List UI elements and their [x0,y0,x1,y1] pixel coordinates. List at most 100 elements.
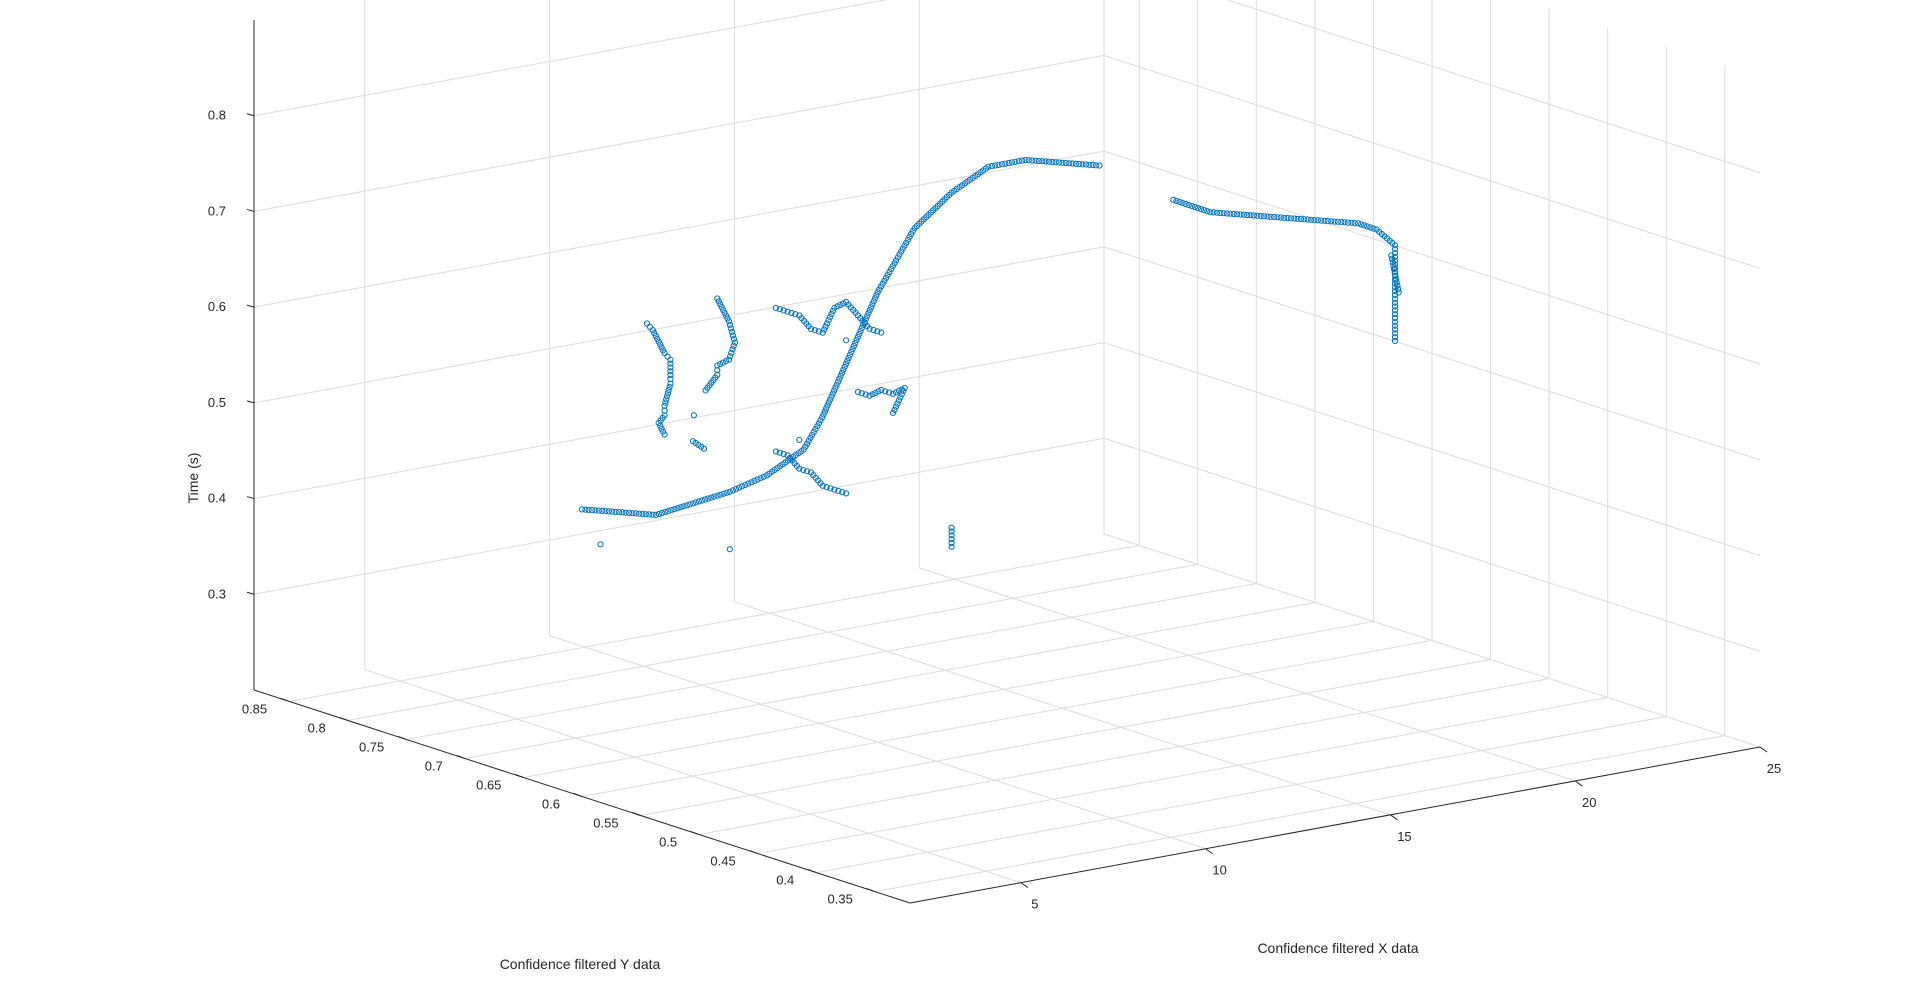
data-point [1096,162,1103,169]
data-point [1274,214,1281,221]
data-point [1297,215,1305,223]
data-point [882,388,889,395]
data-point [1197,206,1205,213]
y-tick-label: 0.6 [542,797,560,812]
data-point [661,431,668,438]
data-point [671,506,678,513]
y-tick-label: 0.35 [828,892,853,907]
z-tick-label: 0.3 [208,586,226,601]
data-point [792,311,799,318]
x-tick-label: 5 [1031,897,1038,912]
data-point [1267,213,1274,220]
data-point [1351,220,1358,227]
x-tick-mark [1205,848,1213,855]
data-point [1032,157,1039,164]
data-point [819,482,826,489]
data-point [842,360,850,367]
z-tick-mark [246,400,255,404]
data-point [602,508,609,515]
data-point [636,510,643,517]
data-point [776,306,783,313]
data-point [655,419,662,427]
data-point [1224,210,1231,217]
data-point [838,369,846,376]
data-point [823,484,830,491]
data-point [699,497,706,504]
data-point [652,332,659,339]
data-point [825,317,832,324]
data-point [845,354,852,361]
data-point [948,532,955,539]
z-axis-label: Time (s) [185,453,201,504]
data-point [725,318,733,325]
data-point [772,448,780,455]
data-point [1022,156,1029,164]
data-point [730,335,738,342]
data-point [1391,303,1399,310]
data-point [1358,221,1365,228]
data-point [843,337,850,344]
data-point [886,389,893,396]
data-point [873,292,880,299]
data-point [1291,215,1298,222]
data-point [788,309,795,317]
data-point [796,436,803,443]
data-point [1257,212,1264,220]
data-point [661,407,668,414]
data-point [1234,211,1241,218]
data-point [861,319,868,326]
data-point [840,366,847,373]
x-tick-label: 25 [1767,761,1781,776]
y-tick-label: 0.7 [425,758,443,773]
gridline [253,437,1105,595]
data-point [664,390,672,397]
data-point [629,510,636,517]
data-point [730,342,737,349]
x-tick-mark [1574,780,1583,787]
data-point [865,310,872,317]
data-point [714,492,721,499]
data-point [760,473,767,480]
data-point [1389,259,1396,266]
gridline [757,697,1608,855]
data-point [1391,269,1398,276]
y-tick-mark [339,716,348,721]
data-point [889,390,897,397]
data-point [692,499,700,506]
data-point [1056,159,1063,166]
data-point [1355,220,1362,227]
data-point [875,388,882,395]
data-point [948,528,955,535]
z-tick-label: 0.8 [208,108,226,123]
data-point [1240,211,1248,218]
data-point [582,506,589,513]
data-point [1277,214,1284,221]
data-point [1170,196,1177,203]
data-point [654,335,661,342]
data-point [784,308,791,315]
data-point [780,307,787,314]
data-point [578,506,586,513]
data-point [800,466,807,473]
data-point [622,509,629,516]
gridline [1103,246,1761,461]
axis-ticks: 5 10 15 20 25 0.35 0.4 0.45 0.5 0.55 0.6 0.65 0.7 0.7… [208,108,1781,912]
data-point [1391,334,1399,341]
data-point [674,505,681,512]
data-point [824,402,831,409]
data-point [1301,216,1308,223]
data-point [843,490,850,497]
data-point [1254,212,1261,219]
data-point [723,489,730,496]
data-point [1008,159,1016,166]
y-tick-mark [280,697,290,702]
data-point [819,414,826,421]
gridline [581,640,1433,797]
data-point [665,508,672,515]
z-tick-label: 0.5 [208,395,226,410]
y-tick-label: 0.75 [359,739,384,754]
data-point [1179,199,1186,206]
data-point [1341,219,1348,226]
data-point [1388,255,1396,262]
data-point [853,336,860,344]
